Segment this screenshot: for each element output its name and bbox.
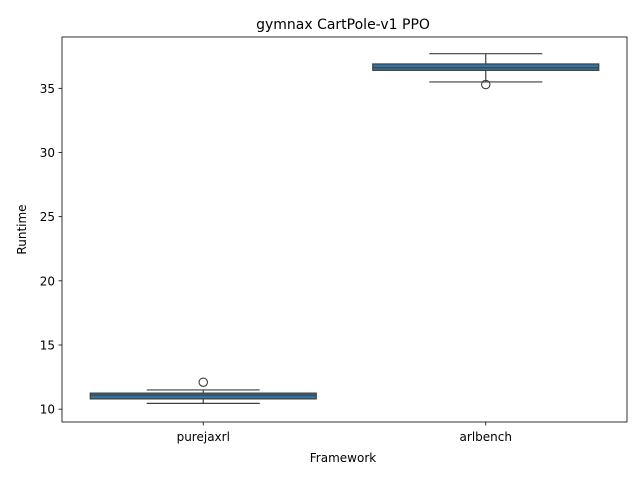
chart-title: gymnax CartPole-v1 PPO xyxy=(256,17,430,33)
outlier-point xyxy=(198,377,209,387)
outlier-point xyxy=(480,79,491,90)
box-group-arlbench xyxy=(372,53,600,90)
y-axis-label: Runtime xyxy=(15,204,29,254)
y-tick-label: 20 xyxy=(40,274,55,288)
y-tick-label: 25 xyxy=(40,210,55,224)
y-tick-label: 30 xyxy=(40,146,55,160)
iqr-box xyxy=(89,392,317,400)
x-tick-label: purejaxrl xyxy=(177,430,230,444)
y-tick-label: 15 xyxy=(40,339,55,353)
x-axis-label: Framework xyxy=(310,451,376,465)
x-tick-label: arlbench xyxy=(460,430,512,444)
plot-marks xyxy=(89,53,600,404)
y-tick-label: 10 xyxy=(40,403,55,417)
y-axis: 10 15 20 25 30 35 xyxy=(40,82,62,417)
x-axis: purejaxrl arlbench xyxy=(177,422,512,444)
plot-frame xyxy=(61,36,628,423)
iqr-box xyxy=(372,63,600,71)
box-group-purejaxrl xyxy=(89,377,317,404)
y-tick-label: 35 xyxy=(40,82,55,96)
